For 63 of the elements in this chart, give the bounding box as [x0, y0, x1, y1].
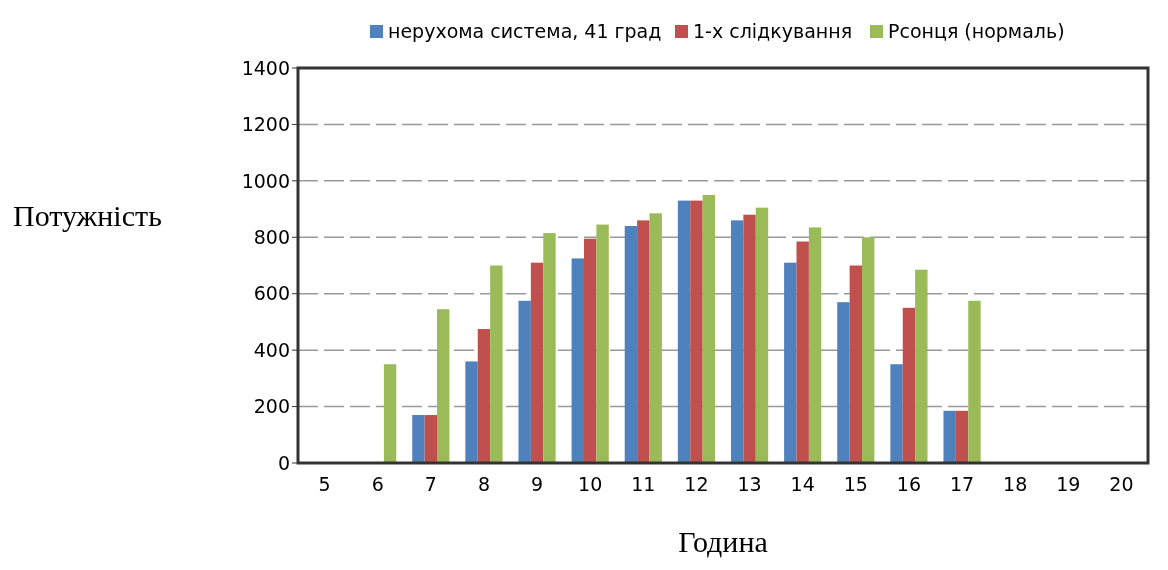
legend-label: нерухома система, 41 град — [388, 20, 662, 42]
bar — [890, 364, 903, 463]
bar — [808, 227, 822, 463]
x-tick-label: 7 — [424, 473, 437, 495]
bar — [849, 265, 863, 463]
bar — [518, 300, 531, 463]
bar — [837, 302, 850, 463]
bar — [702, 194, 716, 463]
y-axis-title: Потужність — [13, 198, 162, 232]
x-tick-label: 10 — [578, 473, 603, 495]
bar — [437, 309, 450, 463]
bar — [583, 238, 597, 463]
y-tick-label: 1000 — [241, 169, 290, 192]
bar — [915, 269, 928, 463]
bar — [624, 226, 638, 463]
bar — [730, 220, 744, 463]
bar — [596, 224, 609, 463]
x-tick-label: 18 — [1003, 473, 1028, 495]
bar — [902, 307, 916, 463]
y-tick-label: 200 — [253, 395, 290, 418]
x-tick-label: 9 — [531, 473, 544, 495]
x-tick-label: 12 — [684, 473, 709, 495]
bar — [784, 262, 797, 463]
bar — [796, 241, 809, 463]
bar — [677, 200, 691, 463]
x-tick-label: 20 — [1109, 473, 1134, 495]
bar — [477, 328, 491, 463]
bar — [490, 265, 503, 463]
y-tick-label: 800 — [253, 225, 290, 248]
legend-label: Pсонця (нормаль) — [888, 20, 1065, 42]
bar — [424, 415, 438, 463]
bar — [649, 213, 662, 463]
y-tick-label: 1400 — [241, 56, 290, 79]
bar — [543, 233, 556, 463]
y-tick-label: 600 — [253, 282, 290, 305]
x-tick-label: 6 — [371, 473, 384, 495]
bar — [755, 207, 769, 463]
y-tick-label: 400 — [253, 338, 290, 361]
x-tick-label: 8 — [477, 473, 490, 495]
bar — [530, 262, 544, 463]
bar — [968, 300, 981, 463]
x-tick-label: 14 — [790, 473, 815, 495]
x-tick-label: 5 — [318, 473, 331, 495]
x-tick-label: 19 — [1056, 473, 1081, 495]
bar — [743, 214, 756, 463]
x-axis-title: Година — [678, 525, 768, 558]
x-tick-label: 13 — [737, 473, 762, 495]
bar — [637, 220, 650, 463]
bar — [943, 410, 956, 463]
y-tick-label: 1200 — [241, 113, 290, 136]
bar — [465, 361, 478, 463]
bar — [383, 364, 397, 463]
x-tick-label: 11 — [631, 473, 656, 495]
y-tick-label: 0 — [277, 451, 290, 474]
x-tick-label: 15 — [843, 473, 868, 495]
bar — [862, 237, 875, 463]
x-tick-label: 17 — [949, 473, 975, 495]
bar — [571, 258, 584, 463]
bar — [690, 200, 703, 463]
x-tick-label: 16 — [896, 473, 922, 495]
bar — [955, 410, 969, 463]
bar — [412, 415, 425, 463]
legend-label: 1-х слідкування — [693, 20, 853, 42]
